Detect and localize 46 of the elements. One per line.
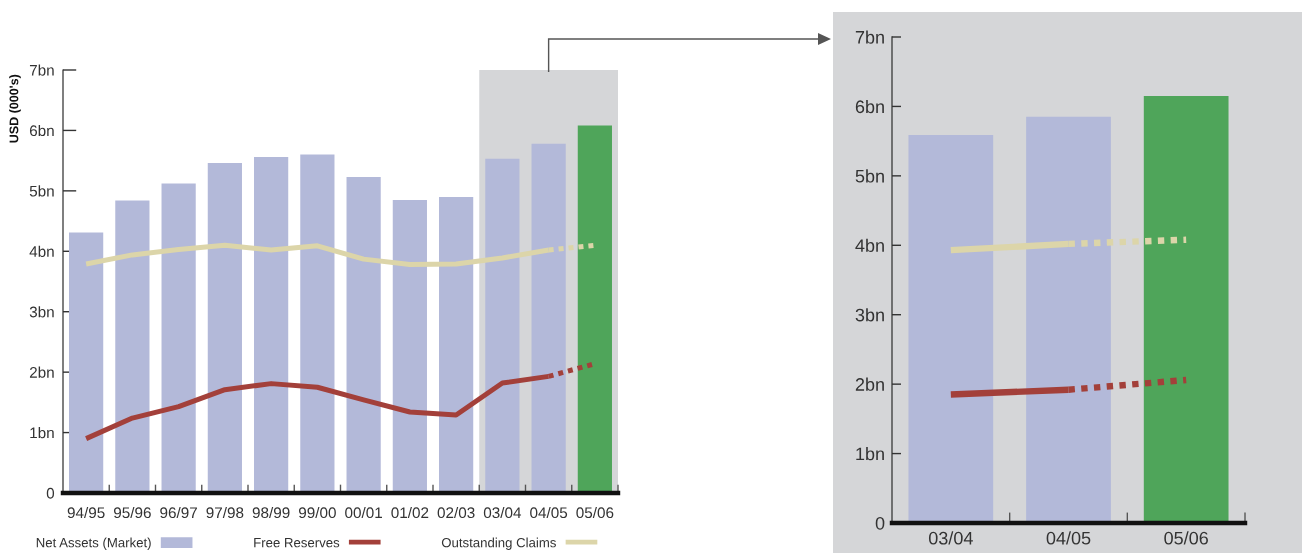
x-tick-label: 05/06 bbox=[576, 506, 614, 519]
y-tick-label: 7bn bbox=[855, 30, 884, 44]
y-tick-label: 5bn bbox=[855, 169, 884, 183]
y-tick-label: 2bn bbox=[855, 377, 884, 391]
y-tick-label: 3bn bbox=[855, 308, 884, 322]
bar bbox=[69, 232, 104, 493]
x-tick-label: 99/00 bbox=[298, 506, 336, 519]
x-tick-label: 04/05 bbox=[530, 506, 568, 519]
y-tick-label: 0 bbox=[875, 516, 885, 530]
bar bbox=[485, 158, 520, 493]
y-tick-label: 7bn bbox=[29, 64, 54, 76]
bar bbox=[207, 163, 242, 493]
legend-label: Free Reserves bbox=[254, 538, 340, 548]
y-tick-label: 2bn bbox=[29, 366, 54, 378]
x-tick-label: 04/05 bbox=[1046, 531, 1091, 545]
y-tick-label: 4bn bbox=[855, 238, 884, 253]
x-tick-label: 03/04 bbox=[928, 531, 973, 545]
y-tick-label: 3bn bbox=[29, 306, 54, 318]
y-tick-label: 5bn bbox=[29, 185, 54, 197]
y-axis-title: USD (000's) bbox=[9, 74, 21, 143]
bar bbox=[254, 157, 289, 493]
y-tick-label: 6bn bbox=[29, 124, 54, 137]
y-tick-label: 1bn bbox=[856, 447, 884, 461]
bar bbox=[346, 176, 381, 493]
x-tick-label: 00/01 bbox=[345, 506, 382, 519]
bar bbox=[300, 154, 335, 493]
x-tick-label: 02/03 bbox=[437, 506, 475, 519]
bar bbox=[439, 196, 474, 493]
x-tick-label: 01/02 bbox=[391, 506, 429, 519]
legend-label: Outstanding Claims bbox=[441, 537, 556, 550]
bar bbox=[161, 183, 196, 493]
x-tick-label: 95/96 bbox=[113, 506, 151, 519]
bar bbox=[577, 125, 612, 493]
x-tick-label: 05/06 bbox=[1164, 531, 1208, 545]
x-tick-label: 03/04 bbox=[483, 506, 522, 519]
y-tick-label: 4bn bbox=[29, 245, 54, 257]
x-tick-label: 94/95 bbox=[67, 506, 105, 519]
y-tick-label: 6bn bbox=[855, 99, 884, 114]
legend-label: Net Assets (Market) bbox=[36, 537, 151, 550]
bar bbox=[115, 200, 150, 493]
x-tick-label: 96/97 bbox=[160, 506, 197, 519]
x-tick-label: 98/99 bbox=[252, 506, 290, 519]
bar bbox=[392, 199, 427, 493]
x-tick-label: 97/98 bbox=[206, 506, 244, 519]
y-tick-label: 1bn bbox=[30, 427, 54, 439]
y-tick-label: 0 bbox=[46, 487, 55, 499]
